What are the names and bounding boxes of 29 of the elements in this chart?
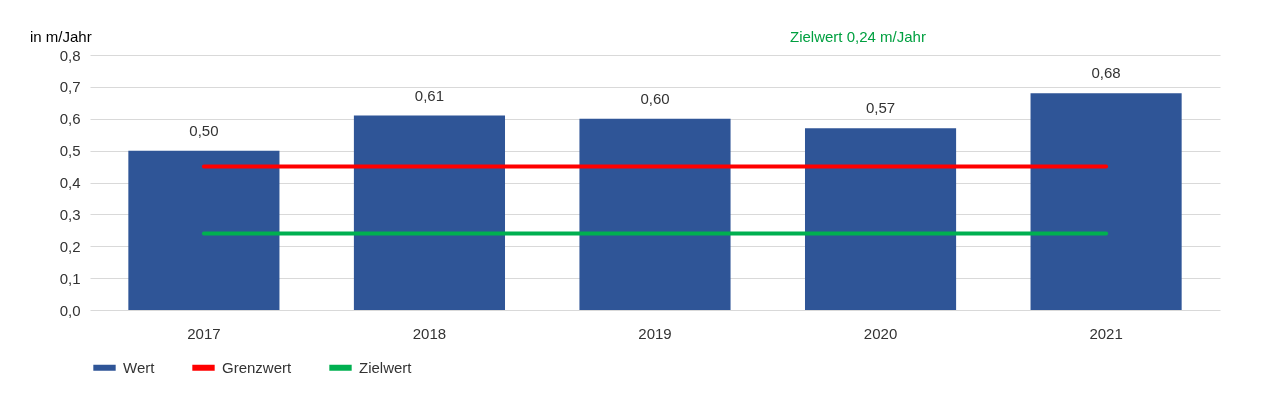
y-tick-label: 0,4 xyxy=(59,174,81,191)
bar xyxy=(804,128,957,310)
data-label: 0,57 xyxy=(865,99,896,117)
x-tick-label: 2018 xyxy=(412,324,447,342)
legend-label: Grenzwert xyxy=(222,358,293,376)
legend-label: Wert xyxy=(123,358,156,376)
x-tick-label: 2017 xyxy=(187,324,221,342)
y-tick-label: 0,3 xyxy=(59,205,81,223)
y-tick-label: 0,8 xyxy=(59,46,81,64)
x-tick-label: 2021 xyxy=(1089,324,1123,342)
x-tick-label: 2020 xyxy=(863,324,898,342)
data-label: 0,61 xyxy=(414,86,445,104)
y-tick-label: 0,2 xyxy=(59,237,81,255)
y-tick-label: 0,5 xyxy=(59,142,81,160)
text: Zielwert 0,24 m/Jahr xyxy=(790,28,926,45)
data-label: 0,68 xyxy=(1091,64,1121,82)
y-tick-label: 0,7 xyxy=(59,78,81,96)
bar xyxy=(128,150,280,310)
y-axis-title: in m/Jahr xyxy=(30,28,92,45)
legend-label: Zielwert xyxy=(359,358,413,376)
bar xyxy=(579,118,731,310)
data-label: 0,60 xyxy=(640,89,670,107)
bar xyxy=(1030,93,1182,310)
bar xyxy=(353,115,506,310)
x-tick-label: 2019 xyxy=(638,324,672,342)
y-tick-label: 0,6 xyxy=(59,110,81,128)
data-label: 0,50 xyxy=(189,121,219,139)
y-tick-label: 0,0 xyxy=(59,301,81,319)
y-tick-label: 0,1 xyxy=(59,269,81,287)
